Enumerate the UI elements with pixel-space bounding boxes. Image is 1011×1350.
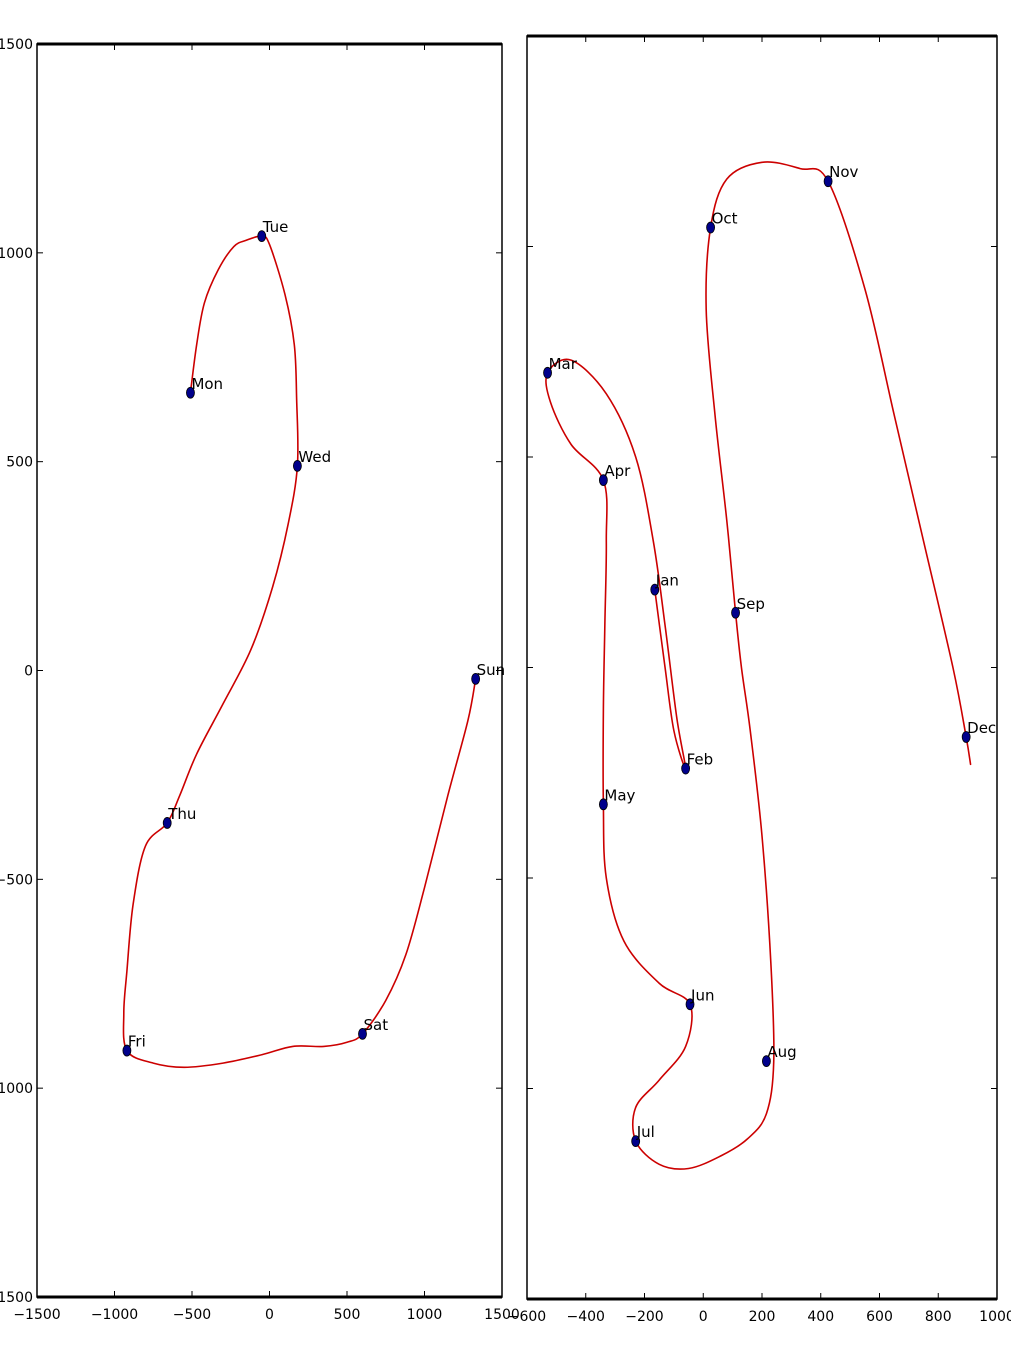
y-tick-label: 1000 — [0, 246, 33, 262]
point-label-mar: Mar — [549, 355, 578, 373]
data-point-oct — [706, 221, 715, 234]
x-tick-label: 0 — [265, 1307, 274, 1323]
y-tick-label: 0 — [24, 664, 33, 680]
point-label-feb: Feb — [687, 751, 714, 769]
point-label-apr: Apr — [604, 462, 631, 480]
connecting-curve — [545, 161, 972, 1170]
point-label-nov: Nov — [829, 163, 858, 181]
data-point-jul — [631, 1135, 641, 1148]
chart-left-week: −1500 −1000 −500 0 500 1000 1500 1500 1000 500 0 −5… — [0, 37, 520, 1323]
chart-right-months: −600 −400 −200 0 200 400 600 800 1000 Jan Feb Mar Ap… — [508, 34, 1011, 1325]
point-label-tue: Tue — [262, 218, 289, 236]
data-point-sep — [731, 606, 740, 619]
x-tick-label: −1500 — [13, 1307, 60, 1323]
x-tick-label: 200 — [749, 1309, 776, 1325]
x-tick-label: −1000 — [91, 1307, 138, 1323]
data-point-may — [598, 798, 608, 811]
data-point-apr — [598, 474, 608, 487]
point-label-may: May — [604, 786, 635, 804]
x-tick-label: −600 — [508, 1309, 546, 1325]
point-label-aug: Aug — [767, 1043, 796, 1061]
x-tick-label: 1000 — [407, 1307, 443, 1323]
data-point-mar — [543, 366, 552, 379]
data-point-sun — [471, 672, 481, 685]
data-point-thu — [162, 817, 172, 829]
data-point-dec — [961, 731, 971, 743]
y-tick-label: −1000 — [0, 1081, 33, 1097]
point-label-oct: Oct — [712, 210, 738, 228]
x-tick-label: 600 — [866, 1309, 893, 1325]
x-tick-label: 500 — [334, 1307, 361, 1323]
data-point-jan — [650, 583, 660, 596]
point-label-mon: Mon — [191, 375, 223, 393]
x-tick-label: 1000 — [979, 1309, 1011, 1325]
x-tick-label: 0 — [699, 1309, 708, 1325]
y-tick-label: 1500 — [0, 37, 33, 53]
data-point-wed — [292, 459, 302, 472]
point-label-jun: Jun — [690, 986, 714, 1004]
connecting-curve — [122, 235, 477, 1069]
x-tick-label: −400 — [567, 1309, 605, 1325]
point-label-dec: Dec — [967, 719, 996, 737]
x-tick-label: 800 — [925, 1309, 952, 1325]
data-point-aug — [762, 1055, 771, 1068]
point-label-jan: Jan — [655, 572, 679, 590]
y-tick-label: −500 — [0, 872, 33, 888]
plot-frame — [526, 35, 998, 1300]
data-point-nov — [823, 175, 833, 188]
x-tick-label: −500 — [173, 1307, 211, 1323]
point-label-jul: Jul — [636, 1123, 655, 1141]
x-tick-label: −200 — [625, 1309, 663, 1325]
point-label-thu: Thu — [167, 805, 196, 823]
x-tick-label: 1500 — [484, 1307, 520, 1323]
data-point-fri — [122, 1044, 132, 1057]
y-tick-label: −1500 — [0, 1290, 33, 1306]
point-label-sun: Sun — [477, 661, 506, 679]
data-point-feb — [681, 762, 691, 775]
point-label-sep: Sep — [737, 595, 765, 613]
data-point-tue — [257, 230, 267, 243]
data-point-jun — [685, 998, 695, 1011]
data-point-sat — [358, 1027, 367, 1040]
point-label-sat: Sat — [364, 1016, 389, 1034]
x-tick-label: 400 — [807, 1309, 834, 1325]
data-point-mon — [186, 386, 195, 399]
y-tick-label: 500 — [6, 455, 33, 471]
point-label-fri: Fri — [128, 1033, 146, 1051]
point-label-wed: Wed — [298, 448, 331, 466]
